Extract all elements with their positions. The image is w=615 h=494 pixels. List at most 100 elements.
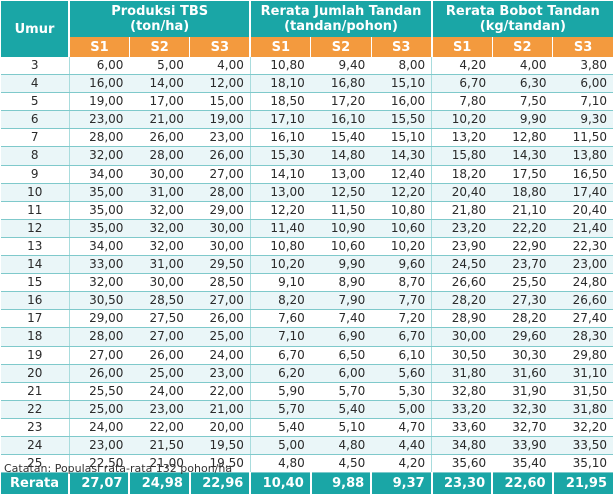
group-header-produksi: Produksi TBS (ton/ha)	[67, 1, 251, 37]
value-cell: 6,50	[310, 346, 372, 365]
umur-cell: 8	[1, 146, 69, 166]
value-cell: 12,00	[189, 74, 251, 94]
value-cell: 28,30	[552, 327, 614, 347]
value-cell: 31,60	[492, 364, 553, 383]
umur-cell: 16	[1, 291, 69, 311]
table-row: 18 28,00 27,00 25,00 7,10 6,90 6,70 30,00 29,60 2…	[1, 327, 614, 347]
table-row: 17 29,00 27,50 26,00 7,60 7,40 7,20 28,90 28,20 2…	[1, 309, 614, 329]
value-cell: 21,50	[129, 436, 190, 456]
value-cell: 18,80	[492, 183, 553, 202]
footer-value: 10,40	[249, 472, 311, 494]
group-header-bobot-tandan: Rerata Bobot Tandan (kg/tandan)	[430, 1, 614, 37]
value-cell: 15,30	[249, 146, 311, 166]
value-cell: 5,90	[249, 382, 311, 401]
value-cell: 9,30	[552, 110, 614, 130]
value-cell: 11,50	[552, 128, 614, 148]
group-header-jumlah-tandan: Rerata Jumlah Tandan (tandan/pohon)	[249, 1, 432, 37]
value-cell: 30,50	[68, 291, 130, 311]
value-cell: 26,00	[189, 309, 251, 329]
value-cell: 24,00	[68, 418, 130, 437]
value-cell: 32,80	[431, 382, 493, 401]
value-cell: 24,80	[552, 273, 614, 293]
value-cell: 30,00	[129, 165, 190, 184]
footer-value: 21,95	[551, 472, 614, 494]
value-cell: 34,00	[68, 237, 130, 257]
umur-cell: 15	[1, 273, 69, 293]
value-cell: 15,40	[310, 128, 372, 148]
value-cell: 16,00	[68, 74, 130, 94]
value-cell: 30,30	[492, 346, 553, 365]
value-cell: 24,00	[129, 382, 190, 401]
value-cell: 5,00	[371, 400, 432, 419]
value-cell: 6,20	[249, 364, 311, 383]
value-cell: 10,80	[371, 201, 432, 220]
value-cell: 27,40	[552, 309, 614, 329]
value-cell: 29,80	[552, 346, 614, 365]
value-cell: 23,20	[431, 219, 493, 238]
value-cell: 24,00	[189, 346, 251, 365]
value-cell: 35,00	[68, 219, 130, 238]
value-cell: 23,00	[129, 400, 190, 419]
value-cell: 30,00	[189, 219, 251, 238]
value-cell: 6,70	[431, 74, 493, 94]
value-cell: 33,00	[68, 255, 130, 275]
value-cell: 32,00	[129, 201, 190, 220]
value-cell: 29,50	[189, 255, 251, 275]
umur-cell: 14	[1, 255, 69, 275]
value-cell: 23,00	[189, 364, 251, 383]
value-cell: 15,50	[371, 110, 432, 130]
value-cell: 16,80	[310, 74, 372, 94]
footer-value: 22,60	[491, 472, 553, 494]
value-cell: 30,50	[431, 346, 493, 365]
table-row: 25 22,50 21,00 19,50 4,80 4,50 4,20 35,60 35,40 3…	[1, 454, 614, 474]
value-cell: 21,00	[129, 110, 190, 130]
value-cell: 5,70	[249, 400, 311, 419]
table-row: 6 23,00 21,00 19,00 17,10 16,10 15,50 10,20 9,90…	[1, 110, 614, 130]
footer-value: 27,07	[67, 472, 130, 494]
value-cell: 12,40	[371, 165, 432, 184]
value-cell: 33,90	[492, 436, 553, 456]
value-cell: 20,40	[431, 183, 493, 202]
value-cell: 22,00	[189, 382, 251, 401]
value-cell: 35,60	[431, 454, 493, 474]
value-cell: 23,00	[189, 128, 251, 148]
umur-cell: 3	[1, 57, 69, 76]
value-cell: 9,10	[249, 273, 311, 293]
value-cell: 7,60	[249, 309, 311, 329]
value-cell: 31,10	[552, 364, 614, 383]
table-row: 4 16,00 14,00 12,00 18,10 16,80 15,10 6,70 6,30 6…	[1, 74, 614, 94]
umur-cell: 7	[1, 128, 69, 148]
value-cell: 32,70	[492, 418, 553, 437]
value-cell: 30,00	[189, 237, 251, 257]
value-cell: 16,10	[249, 128, 311, 148]
footer-label: Rerata	[1, 472, 69, 494]
value-cell: 19,00	[189, 110, 251, 130]
value-cell: 28,50	[129, 291, 190, 311]
umur-cell: 24	[1, 436, 69, 456]
value-cell: 29,00	[189, 201, 251, 220]
value-cell: 35,10	[552, 454, 614, 474]
value-cell: 35,40	[492, 454, 553, 474]
value-cell: 7,20	[371, 309, 432, 329]
value-cell: 5,60	[371, 364, 432, 383]
value-cell: 17,50	[492, 165, 553, 184]
value-cell: 5,00	[129, 57, 190, 76]
value-cell: 5,70	[310, 382, 372, 401]
value-cell: 4,20	[371, 454, 432, 474]
table-row: 14 33,00 31,00 29,50 10,20 9,90 9,60 24,50 23,70…	[1, 255, 614, 275]
value-cell: 28,00	[129, 146, 190, 166]
value-cell: 14,80	[310, 146, 372, 166]
value-cell: 32,00	[129, 237, 190, 257]
value-cell: 10,20	[371, 237, 432, 257]
table-row: 20 26,00 25,00 23,00 6,20 6,00 5,60 31,80 31,60 3…	[1, 364, 614, 383]
value-cell: 21,10	[492, 201, 553, 220]
value-cell: 6,10	[371, 346, 432, 365]
table-row: 13 34,00 32,00 30,00 10,80 10,60 10,20 23,90 22,…	[1, 237, 614, 257]
subheader-s3: S3	[370, 37, 432, 57]
subheader-s2: S2	[310, 37, 372, 57]
table-row: 23 24,00 22,00 20,00 5,40 5,10 4,70 33,60 32,70 3…	[1, 418, 614, 437]
value-cell: 10,20	[431, 110, 493, 130]
value-cell: 21,40	[552, 219, 614, 238]
subheader-s2: S2	[491, 37, 553, 57]
